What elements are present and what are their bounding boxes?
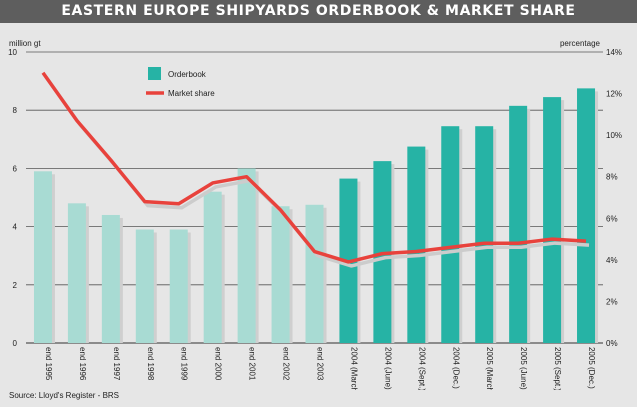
x-tick-label: 2004 (March) <box>349 347 358 390</box>
y-tick-label-right: 6% <box>606 214 618 223</box>
x-tick-label: end 2003 <box>316 347 325 381</box>
x-tick-label: 2005 (June) <box>519 347 528 390</box>
orderbook-bar <box>577 88 596 343</box>
source-note: Source: Lloyd's Register - BRS <box>9 391 120 400</box>
x-tick-label: end 1998 <box>146 347 155 381</box>
x-tick-label: end 1995 <box>44 347 53 381</box>
y-axis-label-left: million gt <box>9 39 41 48</box>
x-tick-label: 2004 (June) <box>383 347 392 390</box>
x-tick-label: end 2002 <box>282 347 291 381</box>
legend-label-orderbook: Orderbook <box>168 70 207 79</box>
y-tick-label-right: 14% <box>606 48 622 57</box>
x-tick-label: end 1996 <box>78 347 87 381</box>
orderbook-bar <box>67 203 86 343</box>
orderbook-bar <box>203 191 222 343</box>
x-tick-label: end 1999 <box>180 347 189 381</box>
legend-swatch-orderbook <box>148 67 161 80</box>
x-tick-label: end 2000 <box>214 347 223 381</box>
legend-label-market-share: Market share <box>168 89 215 98</box>
orderbook-bar <box>509 105 528 344</box>
x-tick-label: 2005 (Dec.) <box>587 347 596 389</box>
y-tick-label-right: 8% <box>606 173 618 182</box>
orderbook-bar <box>237 168 256 343</box>
y-tick-label-left: 8 <box>13 106 18 115</box>
y-tick-label-right: 0% <box>606 339 618 348</box>
orderbook-bar <box>169 229 188 343</box>
y-tick-label-right: 12% <box>606 90 622 99</box>
chart-canvas: 0 2 4 6 8 10 0% 2% 4% 6% 8% 10% 12% 14% million gt perc… <box>8 39 622 390</box>
x-tick-label: end 2001 <box>248 347 257 381</box>
market-share-line <box>41 71 587 264</box>
orderbook-bar <box>271 206 290 343</box>
orderbook-bar <box>305 204 324 343</box>
orderbook-bar <box>101 214 120 343</box>
orderbook-bar <box>407 146 426 343</box>
orderbook-bar <box>441 126 460 343</box>
x-tick-label: end 1997 <box>112 347 121 381</box>
y-tick-label-right: 2% <box>606 297 618 306</box>
x-tick-label: 2005 (March) <box>485 347 494 390</box>
y-tick-label-left: 6 <box>13 164 18 173</box>
y-tick-label-left: 4 <box>13 223 18 232</box>
y-tick-label-right: 10% <box>606 131 622 140</box>
chart-title: EASTERN EUROPE SHIPYARDS ORDERBOOK & MAR… <box>0 0 637 23</box>
orderbook-bar <box>543 97 562 343</box>
orderbook-bar <box>135 229 154 343</box>
orderbook-bar <box>475 126 494 343</box>
orderbook-bar <box>33 171 52 343</box>
y-tick-label-left: 0 <box>13 339 18 348</box>
x-tick-label: 2005 (Sept.) <box>553 347 562 390</box>
y-tick-label-left: 2 <box>13 281 18 290</box>
y-tick-label-left: 10 <box>8 48 17 57</box>
y-axis-label-right: percentage <box>560 39 601 48</box>
x-tick-label: 2004 (Dec.) <box>451 347 460 389</box>
y-tick-label-right: 4% <box>606 256 618 265</box>
x-tick-label: 2004 (Sept.) <box>417 347 426 390</box>
